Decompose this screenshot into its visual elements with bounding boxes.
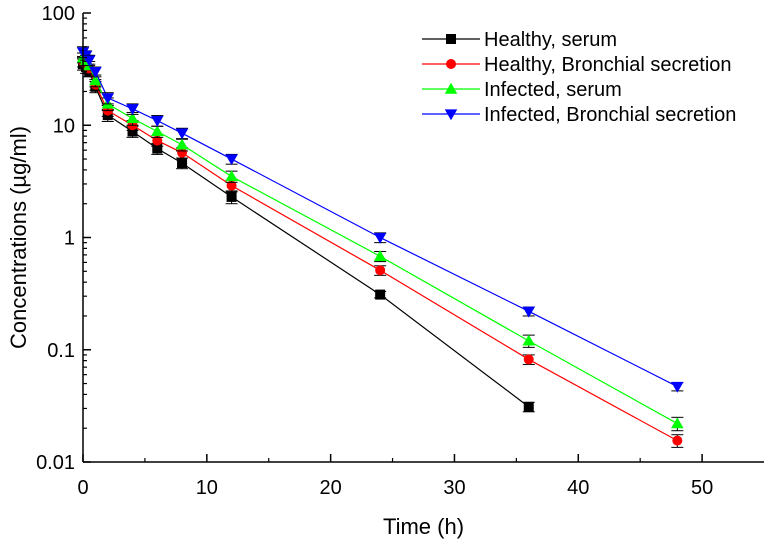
- series-3: [76, 46, 684, 393]
- series-line: [82, 51, 678, 388]
- data-point: [126, 104, 139, 116]
- x-tick-label: 30: [443, 477, 465, 499]
- data-point: [672, 435, 683, 446]
- series-0: [77, 58, 535, 413]
- legend-item: Infected, serum: [422, 79, 622, 101]
- y-tick-label: 0.01: [36, 452, 75, 474]
- data-point: [225, 154, 238, 166]
- legend-label: Healthy, serum: [484, 29, 617, 51]
- data-point: [375, 289, 386, 300]
- legend-item: Healthy, serum: [422, 29, 617, 51]
- y-tick-label: 0.1: [47, 340, 75, 362]
- legend-marker: [444, 82, 458, 94]
- data-point: [89, 67, 102, 78]
- data-point: [671, 417, 684, 429]
- data-point: [89, 74, 102, 86]
- data-point: [226, 191, 237, 202]
- data-point: [127, 126, 138, 137]
- data-point: [101, 93, 115, 105]
- data-point: [226, 180, 237, 191]
- x-tick-label: 20: [320, 477, 342, 499]
- data-point: [126, 112, 139, 124]
- legend-label: Infected, serum: [484, 79, 622, 101]
- x-axis-title: Time (h): [383, 514, 464, 539]
- data-point: [522, 306, 535, 318]
- legend-marker: [446, 34, 456, 44]
- data-point: [523, 401, 534, 412]
- data-point: [177, 158, 188, 169]
- x-tick-label: 10: [196, 477, 218, 499]
- x-tick-label: 40: [567, 477, 589, 499]
- legend-label: Healthy, Bronchial secretion: [484, 54, 732, 76]
- data-point: [523, 354, 534, 365]
- data-point: [373, 250, 387, 261]
- data-point: [522, 334, 535, 346]
- data-point: [151, 125, 164, 137]
- data-point: [152, 143, 163, 154]
- data-point: [373, 232, 387, 244]
- series-line: [82, 63, 530, 408]
- legend-item: Healthy, Bronchial secretion: [422, 54, 732, 76]
- data-point: [152, 135, 163, 146]
- legend-marker: [446, 59, 456, 69]
- legend-marker: [444, 109, 458, 121]
- x-tick-label: 50: [691, 477, 713, 499]
- x-tick-label: 0: [77, 477, 88, 499]
- data-point: [151, 115, 164, 127]
- data-point: [175, 128, 189, 140]
- data-point: [375, 265, 386, 276]
- y-axis-title: Concentrations (µg/ml): [6, 126, 31, 349]
- data-point: [225, 170, 238, 182]
- data-point: [177, 147, 188, 158]
- y-tick-label: 100: [42, 3, 75, 25]
- data-point: [671, 381, 684, 393]
- data-point: [175, 138, 189, 150]
- y-tick-label: 1: [64, 228, 75, 250]
- legend-item: Infected, Bronchial secretion: [422, 104, 736, 126]
- legend-label: Infected, Bronchial secretion: [484, 104, 736, 126]
- y-tick-label: 10: [53, 115, 75, 137]
